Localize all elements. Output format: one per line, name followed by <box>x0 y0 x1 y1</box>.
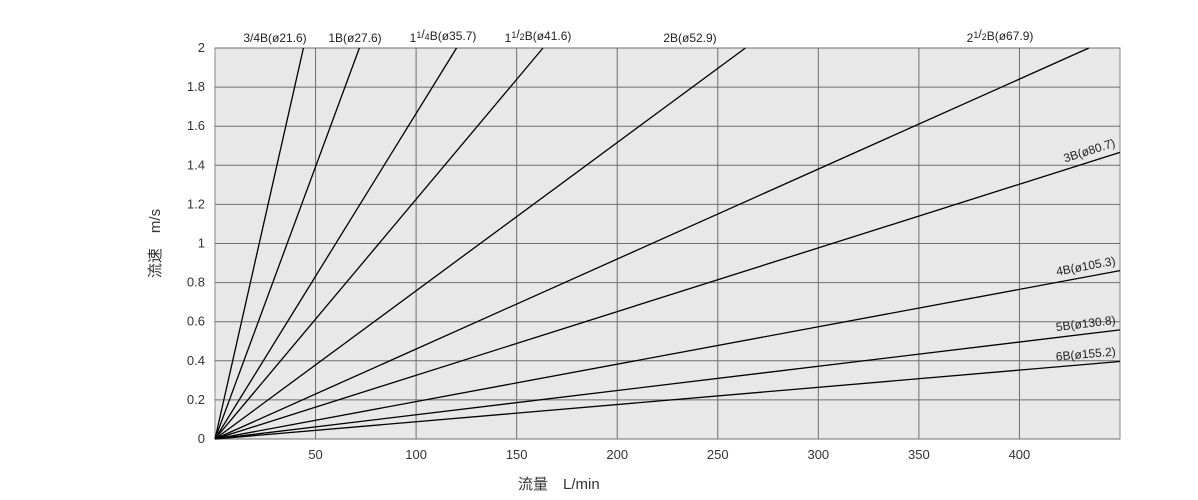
x-axis-label: 流量 L/min <box>518 476 600 493</box>
x-tick-label: 200 <box>606 447 628 462</box>
y-tick-label: 0.4 <box>187 353 205 368</box>
y-tick-label: 0 <box>198 431 205 446</box>
y-tick-label: 2 <box>198 40 205 55</box>
series-label: 2B(ø52.9) <box>663 31 716 45</box>
y-tick-label: 1.8 <box>187 79 205 94</box>
velocity-flow-chart: 50 100 150 200 250 300 350 400 0 0.2 0.4 0.6 0.8 1 1.2… <box>0 0 1198 500</box>
x-tick-label: 400 <box>1009 447 1031 462</box>
y-tick-label: 1 <box>198 236 205 251</box>
chart-container: 50 100 150 200 250 300 350 400 0 0.2 0.4 0.6 0.8 1 1.2… <box>0 0 1198 500</box>
x-tick-label: 300 <box>807 447 829 462</box>
y-tick-label: 1.4 <box>187 157 205 172</box>
x-tick-label: 250 <box>707 447 729 462</box>
y-tick-label: 1.6 <box>187 118 205 133</box>
y-tick-label: 1.2 <box>187 196 205 211</box>
series-label: 11/4B(ø35.7) <box>410 27 477 45</box>
x-tick-label: 350 <box>908 447 930 462</box>
x-tick-label: 100 <box>405 447 427 462</box>
series-label: 3/4B(ø21.6) <box>243 31 306 45</box>
y-axis-label: 流速 m/s <box>147 209 164 278</box>
series-label: 11/2B(ø41.6) <box>505 27 572 45</box>
y-tick-label: 0.8 <box>187 275 205 290</box>
y-tick-label: 0.6 <box>187 314 205 329</box>
x-tick-label: 150 <box>506 447 528 462</box>
series-label: 21/2B(ø67.9) <box>967 27 1034 45</box>
y-tick-label: 0.2 <box>187 392 205 407</box>
x-tick-label: 50 <box>308 447 322 462</box>
series-label: 1B(ø27.6) <box>328 31 381 45</box>
